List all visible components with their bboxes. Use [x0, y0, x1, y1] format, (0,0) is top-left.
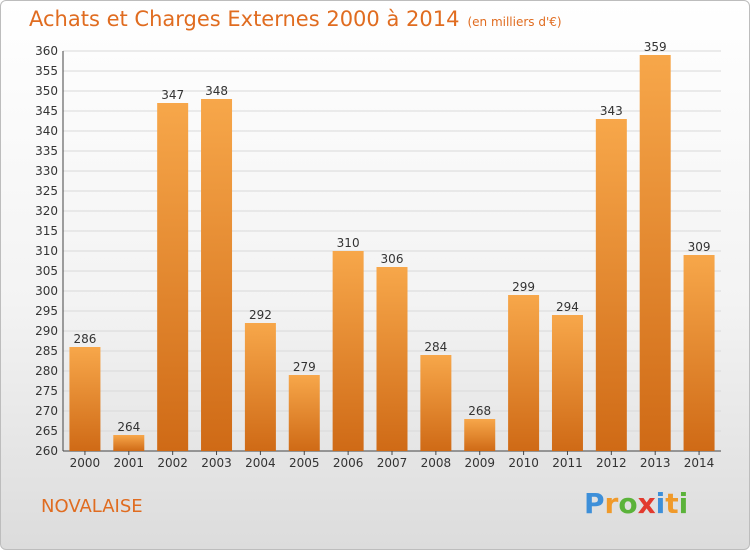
x-tick-label: 2013: [640, 456, 671, 470]
bar-2003: [201, 99, 233, 451]
y-tick-label: 285: [35, 344, 58, 358]
x-tick-label: 2007: [377, 456, 408, 470]
bar-2013: [639, 55, 671, 451]
data-label-2014: 309: [688, 240, 711, 254]
commune-name: NOVALAISE: [41, 496, 143, 517]
bars: [69, 55, 715, 451]
y-tick-label: 355: [35, 64, 58, 78]
y-tick-label: 350: [35, 84, 58, 98]
y-tick-label: 345: [35, 104, 58, 118]
bar-2011: [551, 315, 583, 451]
bar-2004: [244, 323, 276, 451]
x-tick-label: 2001: [114, 456, 145, 470]
bar-2001: [113, 435, 145, 451]
x-tick-label: 2000: [70, 456, 101, 470]
data-label-2001: 264: [117, 420, 140, 434]
x-tick-label: 2014: [684, 456, 715, 470]
y-tick-label: 270: [35, 404, 58, 418]
y-tick-label: 260: [35, 444, 58, 458]
logo-letter: i: [678, 487, 689, 520]
bar-2008: [420, 355, 452, 451]
data-label-2009: 268: [468, 404, 491, 418]
y-tick-label: 330: [35, 164, 58, 178]
data-label-2007: 306: [381, 252, 404, 266]
y-tick-label: 320: [35, 204, 58, 218]
data-labels: 286 264 347 348 292 279 310 306 284 268 299 294 343 3…: [73, 40, 710, 434]
bar-2000: [69, 347, 101, 451]
bar-2014: [683, 255, 715, 451]
logo-letter: r: [604, 487, 619, 520]
data-label-2013: 359: [644, 40, 667, 54]
x-tick-label: 2010: [508, 456, 539, 470]
data-label-2002: 347: [161, 88, 184, 102]
chart-title: Achats et Charges Externes 2000 à 2014 (e…: [29, 7, 562, 31]
bar-2010: [508, 295, 540, 451]
y-tick-label: 335: [35, 144, 58, 158]
y-tick-label: 340: [35, 124, 58, 138]
x-tick-label: 2009: [464, 456, 495, 470]
bar-2012: [595, 119, 627, 451]
x-tick-label: 2006: [333, 456, 364, 470]
y-tick-label: 310: [35, 244, 58, 258]
data-label-2003: 348: [205, 84, 228, 98]
data-label-2006: 310: [337, 236, 360, 250]
y-tick-label: 290: [35, 324, 58, 338]
x-tick-label: 2012: [596, 456, 627, 470]
data-label-2000: 286: [73, 332, 96, 346]
x-tick-label: 2011: [552, 456, 583, 470]
bar-2002: [157, 103, 189, 451]
data-label-2012: 343: [600, 104, 623, 118]
x-axis-tick-labels: 2000 2001 2002 2003 2004 2005 2006 2007 2008 2009…: [70, 451, 715, 470]
x-tick-label: 2003: [201, 456, 232, 470]
y-tick-label: 360: [35, 44, 58, 58]
x-tick-label: 2008: [421, 456, 452, 470]
data-label-2011: 294: [556, 300, 579, 314]
y-tick-label: 305: [35, 264, 58, 278]
logo-letter: o: [618, 487, 638, 520]
bar-2007: [376, 267, 408, 451]
y-tick-label: 265: [35, 424, 58, 438]
x-tick-label: 2005: [289, 456, 320, 470]
y-tick-label: 325: [35, 184, 58, 198]
logo-letter: P: [584, 487, 605, 520]
data-label-2008: 284: [424, 340, 447, 354]
data-label-2004: 292: [249, 308, 272, 322]
y-tick-label: 300: [35, 284, 58, 298]
y-tick-label: 280: [35, 364, 58, 378]
x-tick-label: 2002: [157, 456, 188, 470]
data-label-2005: 279: [293, 360, 316, 374]
bar-2006: [332, 251, 364, 451]
chart-title-text: Achats et Charges Externes 2000 à 2014: [29, 7, 460, 31]
logo-letter: i: [655, 487, 666, 520]
y-tick-label: 315: [35, 224, 58, 238]
logo-letter: x: [637, 487, 656, 520]
logo-letter: t: [665, 487, 679, 520]
data-label-2010: 299: [512, 280, 535, 294]
bar-2005: [288, 375, 320, 451]
y-axis-tick-labels: 260 265 270 275 280 285 290 295 300 305 310 315 320 3…: [35, 44, 58, 458]
chart-unit-note: (en milliers d'€): [467, 15, 562, 29]
y-tick-label: 295: [35, 304, 58, 318]
bar-2009: [464, 419, 496, 451]
x-tick-label: 2004: [245, 456, 276, 470]
y-tick-label: 275: [35, 384, 58, 398]
proxiti-logo: Proxiti: [584, 487, 688, 520]
